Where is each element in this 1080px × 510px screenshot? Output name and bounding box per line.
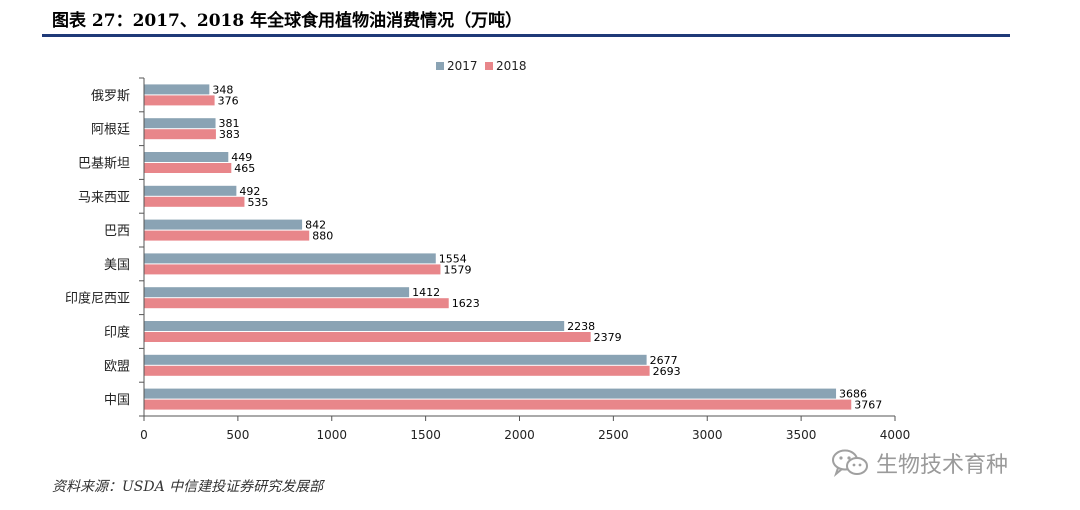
legend-label-2017: 2017 [447,59,478,73]
x-tick-label-1: 500 [226,428,249,442]
bar-2018-1 [144,129,216,140]
bar-2017-5 [144,253,436,264]
bar-2018-4 [144,230,310,241]
bar-2018-8 [144,365,650,376]
legend-swatch-2018 [485,62,493,70]
data-label-2018-6: 1623 [452,297,480,310]
data-label-2017-4: 842 [305,219,326,232]
bar-2017-2 [144,152,229,162]
bar-2018-7 [144,332,591,342]
bar-2017-8 [144,354,647,365]
data-label-2017-2: 449 [231,151,252,164]
legend-swatch-2017 [436,62,444,70]
bar-2018-6 [144,298,449,309]
data-label-2017-6: 1412 [412,286,440,299]
bar-2018-5 [144,264,441,275]
data-label-2018-9: 3767 [854,399,882,412]
wechat-icon [832,449,868,478]
data-label-2017-8: 2677 [650,354,678,367]
data-label-2017-0: 348 [212,83,233,96]
bar-2017-9 [144,388,837,399]
data-label-2018-5: 1579 [443,263,471,276]
category-label-7: 印度 [104,325,130,341]
watermark-text: 生物技术育种 [876,453,1009,478]
data-label-2018-1: 383 [219,128,240,141]
category-label-5: 美国 [104,258,130,273]
category-label-1: 阿根廷 [91,123,130,138]
x-tick-label-5: 2500 [598,428,629,442]
data-label-2018-4: 880 [312,230,333,243]
data-label-2018-8: 2693 [653,365,681,378]
bar-2017-6 [144,287,410,298]
data-label-2018-2: 465 [234,162,255,175]
category-label-2: 巴基斯坦 [78,157,130,172]
category-label-9: 中国 [104,393,130,408]
watermark: 生物技术育种 [830,446,1008,480]
category-label-6: 印度尼西亚 [65,291,130,307]
bar-2018-9 [144,399,852,410]
category-label-8: 欧盟 [104,359,130,374]
source-note: 资料来源：USDA 中信建投证券研究发展部 [52,479,324,495]
data-label-2017-5: 1554 [439,252,467,265]
x-tick-label-2: 1000 [316,428,347,442]
data-label-2017-1: 381 [219,117,240,130]
bar-2017-4 [144,219,303,230]
bar-2018-2 [144,163,232,173]
figure-title: 图表 27：2017、2018 年全球食用植物油消费情况（万吨） [52,11,523,31]
bar-2017-7 [144,321,565,331]
data-label-2018-7: 2379 [594,331,622,344]
x-tick-label-6: 3000 [692,428,723,442]
x-tick-label-8: 4000 [880,428,911,442]
legend-label-2018: 2018 [496,59,527,73]
x-tick-label-4: 2000 [504,428,535,442]
bar-2017-1 [144,118,216,129]
category-label-3: 马来西亚 [78,190,130,205]
bar-2018-0 [144,95,215,106]
x-tick-label-7: 3500 [786,428,817,442]
x-tick-label-0: 0 [140,428,148,442]
data-label-2017-7: 2238 [567,320,595,333]
data-label-2018-0: 376 [218,94,239,107]
title-divider [42,34,1010,37]
data-label-2017-3: 492 [239,185,260,198]
category-label-4: 巴西 [104,224,130,239]
data-label-2018-3: 535 [247,196,268,209]
bar-2017-3 [144,185,237,196]
category-label-0: 俄罗斯 [91,89,130,104]
x-tick-label-3: 1500 [410,428,441,442]
data-label-2017-9: 3686 [839,388,867,401]
bar-2017-0 [144,84,210,95]
bar-2018-3 [144,196,245,207]
